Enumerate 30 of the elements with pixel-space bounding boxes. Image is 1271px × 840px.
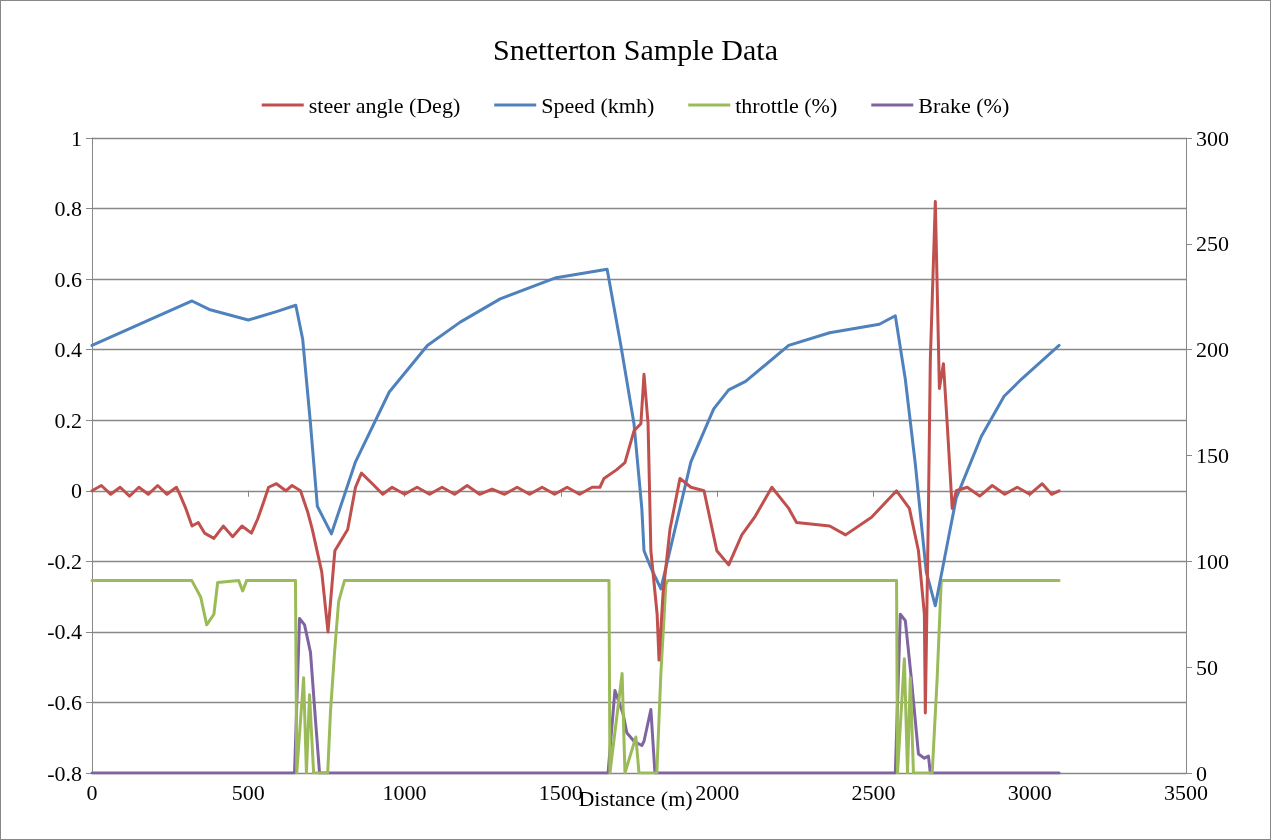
y-tick-label: -0.2 bbox=[47, 548, 82, 574]
y2-tick-label: 50 bbox=[1196, 654, 1218, 680]
legend-label: Speed (kmh) bbox=[541, 92, 655, 118]
y-tick-label: -0.8 bbox=[47, 760, 82, 786]
y2-tick-label: 0 bbox=[1196, 760, 1207, 786]
x-tick-label: 2000 bbox=[695, 779, 740, 805]
y-tick-label: 0.6 bbox=[54, 266, 82, 292]
y-tick-label: 0.2 bbox=[54, 407, 82, 433]
y-tick-label: 0 bbox=[71, 478, 82, 504]
y2-tick-label: 250 bbox=[1196, 231, 1229, 257]
line-series bbox=[90, 200, 1061, 715]
x-tick-label: 2500 bbox=[851, 779, 896, 805]
y-tick-label: -0.4 bbox=[47, 619, 82, 645]
x-tick-label: 3000 bbox=[1007, 779, 1052, 805]
line-series bbox=[90, 267, 1061, 608]
line-series bbox=[90, 578, 1061, 775]
y-tick-label: -0.6 bbox=[47, 689, 82, 715]
x-tick-label: 1000 bbox=[382, 779, 427, 805]
y2-tick-label: 300 bbox=[1196, 125, 1229, 151]
y2-tick-label: 150 bbox=[1196, 443, 1229, 468]
chart-title: Snetterton Sample Data bbox=[493, 32, 778, 66]
y-tick-label: 1 bbox=[71, 125, 82, 151]
y-tick-label: 0.8 bbox=[54, 196, 82, 222]
y2-tick-label: 100 bbox=[1196, 548, 1229, 574]
y-tick-label: 0.4 bbox=[54, 337, 82, 363]
legend-label: Brake (%) bbox=[918, 92, 1010, 118]
legend-label: throttle (%) bbox=[735, 92, 838, 118]
y2-tick-label: 200 bbox=[1196, 337, 1229, 363]
x-tick-label: 500 bbox=[231, 779, 265, 805]
legend-label: steer angle (Deg) bbox=[308, 92, 461, 118]
